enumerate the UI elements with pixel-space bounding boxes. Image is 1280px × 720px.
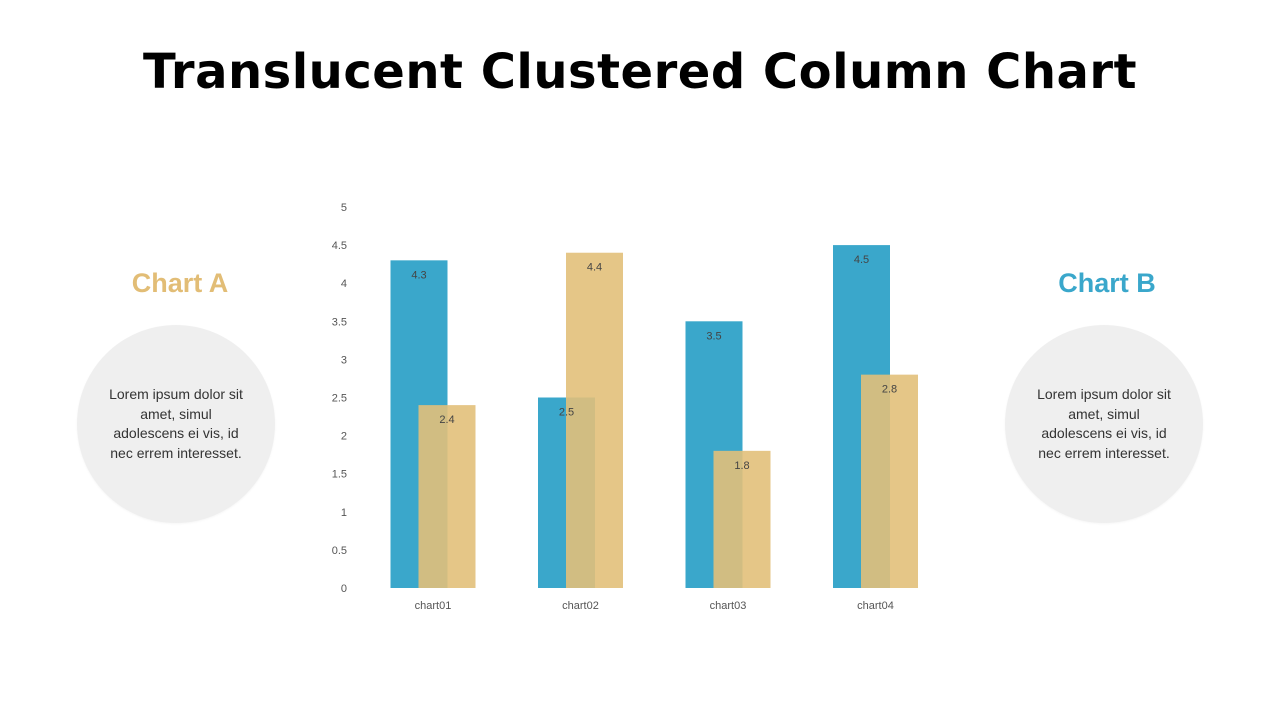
data-label: 2.5 [559, 407, 574, 419]
chart-b-heading: Chart B [1058, 268, 1156, 298]
x-tick-label: chart04 [857, 600, 894, 612]
chart-b-description: Lorem ipsum dolor sit amet, simul adoles… [1037, 386, 1171, 461]
data-label: 4.4 [587, 262, 602, 274]
chart-a-heading: Chart A [131, 268, 229, 298]
data-label: 4.5 [854, 254, 869, 266]
y-tick-label: 3.5 [332, 316, 347, 328]
data-label: 2.4 [439, 414, 454, 426]
y-tick-label: 0 [341, 583, 347, 595]
data-label: 3.5 [706, 330, 721, 342]
chart-a-description: Lorem ipsum dolor sit amet, simul adoles… [109, 386, 243, 461]
bar-series2 [713, 450, 771, 588]
data-label: 2.8 [882, 384, 897, 396]
chart-a-description-circle: Lorem ipsum dolor sit amet, simul adoles… [77, 325, 275, 523]
page-title: Translucent Clustered Column Chart [142, 44, 1138, 100]
data-label: 1.8 [734, 460, 749, 472]
y-tick-label: 0.5 [332, 545, 347, 557]
chart-b-description-circle: Lorem ipsum dolor sit amet, simul adoles… [1005, 325, 1203, 523]
y-tick-label: 3 [341, 354, 347, 366]
y-tick-label: 2.5 [332, 393, 347, 405]
x-tick-label: chart02 [562, 600, 599, 612]
x-tick-label: chart03 [710, 600, 747, 612]
y-tick-label: 2 [341, 431, 347, 443]
y-tick-label: 1 [341, 507, 347, 519]
x-tick-label: chart01 [415, 600, 452, 612]
y-tick-label: 4 [341, 278, 347, 290]
bar-series2 [861, 374, 918, 588]
y-tick-label: 1.5 [332, 469, 347, 481]
y-tick-label: 4.5 [332, 240, 347, 252]
data-label: 4.3 [411, 269, 426, 281]
bar-series2 [418, 405, 476, 588]
y-tick-label: 5 [341, 202, 347, 214]
bar-series2 [566, 252, 623, 588]
